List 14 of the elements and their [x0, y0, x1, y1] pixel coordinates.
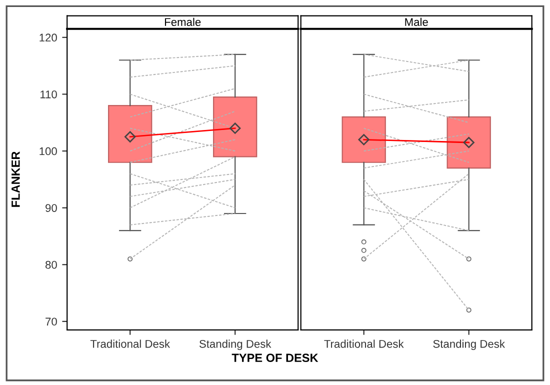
y-tick-label: 120 — [40, 34, 57, 42]
x-axis-title: TYPE OF DESK — [232, 354, 318, 362]
y-tick-label: 90 — [46, 204, 57, 212]
x-tick-label: Standing Desk — [199, 340, 272, 350]
y-tick-label: 100 — [40, 147, 57, 156]
x-tick-label: Standing Desk — [433, 340, 505, 350]
y-tick-label: 80 — [46, 260, 57, 269]
y-tick-label: 110 — [40, 90, 57, 98]
x-tick-label: Traditional Desk — [324, 340, 404, 348]
chart-title: Female — [164, 18, 201, 26]
y-tick-label: 70 — [46, 318, 57, 326]
chart-title: Male — [405, 18, 428, 26]
y-axis-title: FLANKER — [12, 151, 20, 207]
x-tick-label: Traditional Desk — [90, 340, 170, 348]
